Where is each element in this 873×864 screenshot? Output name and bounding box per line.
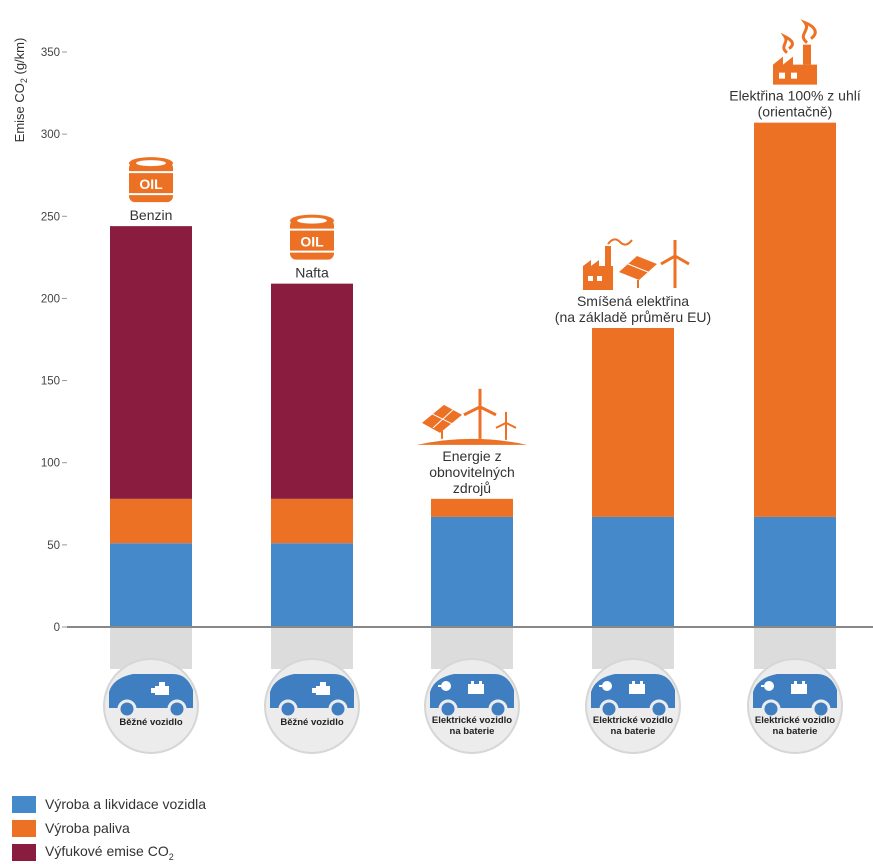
oil-barrel-label: OIL <box>300 234 324 250</box>
category-label: Běžné vozidlo <box>280 717 344 728</box>
legend: Výroba a likvidace vozidla Výroba paliva… <box>12 792 206 864</box>
bar-segment <box>271 498 353 544</box>
legend-item-tailpipe-emissions: Výfukové emise CO2 <box>12 840 206 864</box>
bar-annotation: Smíšená elektřina(na základě průměru EU) <box>555 238 711 325</box>
y-tick-label: 150 <box>41 376 60 388</box>
oil-barrel-icon: OIL <box>290 214 334 260</box>
y-tick-label: 0 <box>54 622 60 634</box>
category-label: Elektrické vozidlo <box>755 715 835 726</box>
category-label: Běžné vozidlo <box>119 717 183 728</box>
bar-annotation: Elektřina 100% z uhlí(orientačně) <box>729 19 861 120</box>
annotation-text: (na základě průměru EU) <box>555 309 711 325</box>
y-axis-label: Emise CO2 (g/km) <box>12 38 29 143</box>
annotation-text: Nafta <box>295 265 329 281</box>
factory-smoke-icon <box>773 19 817 85</box>
bar-segment <box>110 226 192 499</box>
solar-wind-icon <box>417 388 527 445</box>
bar-segment <box>592 328 674 517</box>
annotation-text: Benzin <box>130 207 173 223</box>
legend-label: Výroba paliva <box>45 820 130 836</box>
category-label: Elektrické vozidlo <box>593 715 673 726</box>
bar-annotation: Nafta OIL <box>290 214 334 281</box>
category-badges: Běžné vozidlo Běžné vozidlo Elektrické voz… <box>103 658 843 754</box>
annotation-text: obnovitelných <box>429 464 515 480</box>
y-tick-label: 250 <box>41 211 60 223</box>
bar-segment <box>592 516 674 627</box>
y-tick-label: 350 <box>41 47 60 59</box>
bar-segment <box>754 516 836 627</box>
category-badge: Běžné vozidlo <box>103 658 199 754</box>
bar-segment <box>431 498 513 517</box>
category-label: na baterie <box>611 726 656 737</box>
y-tick-label: 50 <box>47 540 60 552</box>
annotation-text: zdrojů <box>453 480 491 496</box>
legend-swatch-orange <box>12 819 36 837</box>
electric-car-icon <box>753 674 837 719</box>
legend-item-fuel-production: Výroba paliva <box>12 816 206 840</box>
y-tick-label: 200 <box>41 293 60 305</box>
car-engine-icon <box>270 674 354 719</box>
y-tick-label: 300 <box>41 129 60 141</box>
bar-segment <box>110 543 192 627</box>
emissions-chart: Emise CO2 (g/km) 0 50 100 150 200 250 300 350 B… <box>12 19 873 754</box>
bar-segment <box>754 122 836 517</box>
category-label: na baterie <box>773 726 818 737</box>
bar-segment <box>271 543 353 627</box>
electric-car-icon <box>430 674 514 719</box>
oil-barrel-label: OIL <box>139 176 163 192</box>
category-label: Elektrické vozidlo <box>432 715 512 726</box>
car-engine-icon <box>109 674 193 719</box>
annotation-text: (orientačně) <box>758 104 833 120</box>
legend-label: Výfukové emise CO2 <box>45 842 174 862</box>
annotation-text: Elektřina 100% z uhlí <box>729 88 861 104</box>
annotation-text: Energie z <box>442 448 501 464</box>
bar-segment <box>271 283 353 499</box>
bar-annotation: Benzin OIL <box>129 157 173 223</box>
oil-barrel-icon: OIL <box>129 157 173 203</box>
bar-segment <box>431 516 513 627</box>
category-label: na baterie <box>450 726 495 737</box>
legend-swatch-blue <box>12 795 36 813</box>
bar-segment <box>110 498 192 544</box>
y-tick-label: 100 <box>41 458 60 470</box>
bars <box>110 122 836 627</box>
factory-solar-wind-icon <box>583 238 690 290</box>
legend-label: Výroba a likvidace vozidla <box>45 796 207 812</box>
annotation-text: Smíšená elektřina <box>577 293 689 309</box>
legend-item-vehicle-production: Výroba a likvidace vozidla <box>12 792 206 816</box>
electric-car-icon <box>591 674 675 719</box>
category-badge: Běžné vozidlo <box>264 658 360 754</box>
y-axis: 0 50 100 150 200 250 300 350 <box>41 47 67 634</box>
bar-annotations: Benzin OIL Nafta OIL Energie zobnovitelnýchz… <box>129 19 861 496</box>
legend-swatch-maroon <box>12 843 36 861</box>
